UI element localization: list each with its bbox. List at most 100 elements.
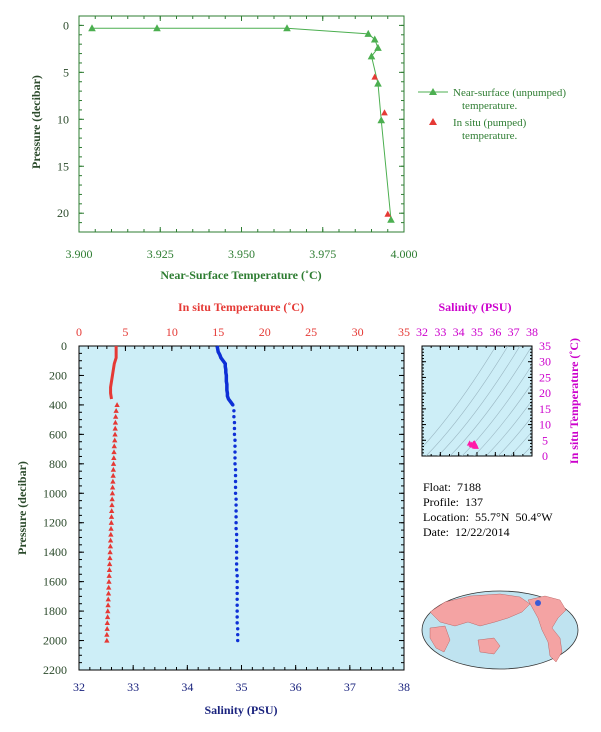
salinity-point <box>235 585 239 590</box>
ts-density-contour <box>524 336 601 476</box>
temperature-point <box>106 567 113 572</box>
world-map <box>421 590 579 670</box>
temperature-point <box>111 443 117 449</box>
ts-y-tick-label: 15 <box>539 402 551 416</box>
top-x-tick-label: 3.925 <box>147 247 174 261</box>
in-situ-point <box>371 73 379 80</box>
salinity-point <box>232 426 237 431</box>
salinity-point <box>234 568 239 572</box>
temperature-point <box>109 502 115 508</box>
near-surface-temperature-chart: 3.900 3.925 3.950 3.975 4.000 0 5 10 15 20 Near-… <box>29 15 566 282</box>
top-x-tick-label: 3.900 <box>66 247 93 261</box>
pressure-tick-label: 400 <box>49 398 67 412</box>
temp-tick-label: 35 <box>398 325 410 339</box>
temperature-point <box>104 620 110 625</box>
ts-axis-ticks <box>421 345 533 457</box>
near-surface-point <box>374 43 382 51</box>
salinity-point <box>236 627 240 631</box>
ts-density-contours <box>422 336 601 476</box>
legend-label-in-situ-line2: temperature. <box>462 130 518 142</box>
temperature-point <box>112 425 118 431</box>
top-legend: Near-surface (unpumped) temperature. In … <box>418 87 566 142</box>
near-surface-point <box>88 24 96 32</box>
temperature-point <box>106 572 112 578</box>
temperature-point <box>109 508 115 514</box>
sal-tick-label: 37 <box>344 680 356 694</box>
float-location: Location: 55.7°N 50.4°W <box>423 510 553 524</box>
float-info: Float: 7188 Profile: 137 Location: 55.7°… <box>423 480 553 540</box>
pressure-tick-label: 1000 <box>43 486 67 500</box>
salinity-point <box>234 538 239 543</box>
temperature-point <box>108 514 115 519</box>
profile-bottom-axis-label: Salinity (PSU) <box>204 703 277 717</box>
top-x-tick-label: 3.975 <box>309 247 336 261</box>
temp-tick-label: 10 <box>166 325 178 339</box>
profile-top-axis-label: In situ Temperature (˚C) <box>178 300 304 314</box>
ts-y-tick-label: 30 <box>539 355 551 369</box>
temperature-point <box>112 419 119 425</box>
salinity-point <box>232 432 237 437</box>
salinity-point <box>234 550 239 554</box>
temperature-point <box>110 472 116 478</box>
top-y-tick-label: 10 <box>57 112 69 126</box>
profile-chart: 0 5 10 15 20 25 30 35 32 33 34 35 36 37 38 0200400600… <box>15 300 601 717</box>
pressure-tick-label: 1200 <box>43 516 67 530</box>
near-surface-point <box>377 116 386 124</box>
map-land-asia-europe <box>429 593 531 627</box>
ts-y-tick-label: 35 <box>539 339 551 353</box>
temperature-point <box>113 408 119 413</box>
salinity-point <box>234 544 239 548</box>
pressure-tick-label: 0 <box>61 339 67 353</box>
temperature-point <box>109 496 115 502</box>
temperature-point <box>107 543 114 549</box>
salinity-line-upper <box>215 345 235 406</box>
ts-salinity-tick-labels: 32 33 34 35 36 37 38 <box>416 325 538 339</box>
top-x-tick-label: 3.950 <box>228 247 255 261</box>
legend-marker-near-surface <box>429 88 437 95</box>
salinity-point <box>235 609 239 613</box>
temperature-point <box>104 637 110 643</box>
ts-y-tick-label: 25 <box>539 370 551 384</box>
salinity-point <box>234 515 238 519</box>
ts-density-contour <box>461 364 532 456</box>
float-location-marker <box>535 600 541 606</box>
salinity-point <box>234 509 238 513</box>
near-surface-point <box>370 35 379 43</box>
ts-right-axis-label: In situ Temperature (˚C) <box>567 338 581 464</box>
temperature-profile <box>104 346 120 643</box>
salinity-point <box>234 526 238 531</box>
map-land-africa <box>429 625 451 653</box>
salinity-point <box>235 603 239 607</box>
salinity-point <box>231 403 235 407</box>
temperature-point <box>104 614 111 620</box>
temperature-point <box>107 555 113 561</box>
temperature-point <box>105 590 112 596</box>
ts-density-contour <box>425 346 509 456</box>
in-situ-point <box>381 109 388 116</box>
sal-tick-label: 33 <box>127 680 139 694</box>
top-x-tick-labels: 3.900 3.925 3.950 3.975 4.000 <box>66 247 418 261</box>
sal-tick-label: 35 <box>236 680 248 694</box>
temperature-point <box>110 466 117 472</box>
ts-density-contour <box>485 399 532 456</box>
ts-y-tick-label: 5 <box>542 433 548 447</box>
ts-x-tick-label: 33 <box>434 325 446 339</box>
pressure-tick-label: 2000 <box>43 634 67 648</box>
legend-label-in-situ-line1: In situ (pumped) <box>453 117 527 129</box>
temp-tick-label: 25 <box>305 325 317 339</box>
temp-tick-label: 30 <box>352 325 364 339</box>
temperature-point <box>114 402 120 408</box>
temperature-point <box>110 478 116 484</box>
pressure-tick-label: 1800 <box>43 604 67 618</box>
in-situ-point <box>384 210 392 217</box>
salinity-point <box>233 491 238 495</box>
ts-y-tick-label: 20 <box>539 386 551 400</box>
temperature-point <box>106 578 112 584</box>
temperature-point <box>106 584 112 590</box>
ts-density-contour <box>497 415 532 456</box>
temperature-point <box>110 461 117 466</box>
pressure-tick-label: 1400 <box>43 545 67 559</box>
temperature-point <box>111 455 117 461</box>
temperature-point <box>107 537 114 543</box>
top-y-tick-label: 15 <box>57 159 69 173</box>
